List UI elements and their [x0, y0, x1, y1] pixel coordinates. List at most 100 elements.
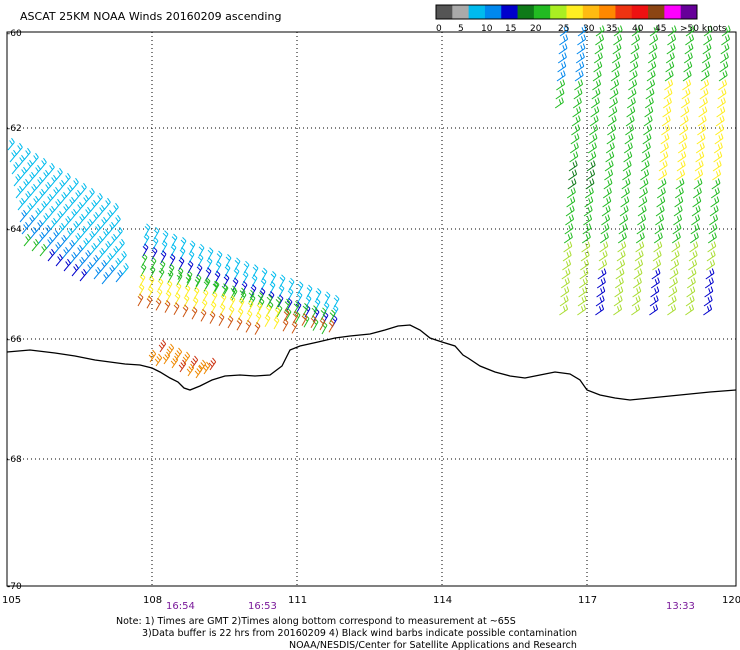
- wind-barb: [154, 353, 163, 367]
- wind-barb: [678, 133, 688, 145]
- wind-barb: [53, 241, 61, 255]
- wind-barb: [605, 151, 615, 163]
- wind-barb: [146, 295, 153, 309]
- wind-barb: [166, 343, 175, 357]
- wind-barb: [93, 223, 101, 237]
- wind-barb: [599, 241, 609, 253]
- wind-barb: [581, 241, 591, 253]
- wind-barb: [604, 160, 614, 172]
- lon-label: 120: [722, 595, 740, 606]
- wind-barb: [87, 230, 95, 244]
- wind-barb: [200, 308, 207, 322]
- coastline: [6, 324, 737, 401]
- wind-barb: [603, 178, 613, 190]
- wind-barb: [614, 277, 624, 289]
- wind-barb: [11, 161, 19, 175]
- wind-barb: [115, 269, 123, 283]
- wind-barb: [560, 277, 570, 289]
- wind-barb: [588, 133, 598, 145]
- wind-barb: [710, 196, 720, 208]
- footnotes: Note: 1) Times are GMT 2)Times along bot…: [116, 616, 577, 650]
- wind-barb: [75, 244, 83, 258]
- wind-barb: [53, 198, 61, 212]
- wind-barb: [596, 277, 606, 289]
- footnote-line-3: NOAA/NESDIS/Center for Satellite Applica…: [289, 640, 577, 650]
- wind-barb: [656, 196, 666, 208]
- wind-barb: [667, 25, 677, 37]
- wind-barb: [676, 160, 686, 172]
- wind-barb: [582, 223, 592, 235]
- wind-barb: [700, 79, 710, 91]
- wind-barb: [650, 277, 660, 289]
- wind-barb: [703, 295, 713, 307]
- wind-barb: [91, 254, 99, 268]
- wind-barb: [613, 304, 623, 316]
- wind-barb: [623, 151, 633, 163]
- wind-barb: [616, 250, 626, 262]
- wind-barb: [85, 261, 93, 275]
- legend-label: 35: [606, 24, 617, 34]
- wind-barb: [75, 201, 83, 215]
- wind-barb: [236, 317, 243, 331]
- wind-barb: [579, 268, 589, 280]
- wind-barb: [686, 277, 696, 289]
- wind-barb: [559, 34, 569, 46]
- wind-barb: [105, 252, 113, 266]
- wind-barb: [37, 231, 45, 245]
- wind-barb: [583, 214, 593, 226]
- wind-barb: [586, 160, 596, 172]
- wind-barb: [646, 79, 656, 91]
- legend-label: 0: [436, 24, 442, 34]
- wind-barb: [584, 196, 594, 208]
- wind-barb: [638, 196, 648, 208]
- wind-barb: [593, 52, 603, 64]
- wind-barb: [677, 151, 687, 163]
- wind-barb: [626, 97, 636, 109]
- wind-barb: [703, 25, 713, 37]
- wind-barb: [693, 178, 703, 190]
- wind-barb: [581, 232, 591, 244]
- wind-barb: [113, 214, 121, 228]
- wind-barb: [640, 169, 650, 181]
- legend-swatch: [631, 5, 649, 19]
- wind-barb: [33, 164, 41, 178]
- wind-barb: [619, 205, 629, 217]
- wind-barb: [625, 115, 635, 127]
- wind-barb: [665, 52, 675, 64]
- wind-barb: [592, 70, 602, 82]
- wind-barb: [63, 172, 71, 186]
- wind-barb: [606, 133, 616, 145]
- wind-barb: [589, 124, 599, 136]
- wind-barb: [565, 205, 575, 217]
- wind-barb: [683, 61, 693, 73]
- graticule: [7, 32, 736, 586]
- lat-label: -68: [7, 455, 22, 465]
- wind-barb: [39, 200, 47, 214]
- legend-swatch: [517, 5, 535, 19]
- wind-barb: [575, 52, 585, 64]
- wind-barb: [702, 43, 712, 55]
- wind-barb: [117, 238, 125, 252]
- pass-time-label: 16:53: [248, 601, 277, 612]
- wind-barb: [685, 34, 695, 46]
- legend-border: [435, 4, 698, 20]
- wind-barb: [671, 241, 681, 253]
- wind-barb: [701, 61, 711, 73]
- wind-barb: [182, 304, 189, 318]
- wind-barb: [148, 349, 157, 363]
- wind-barb: [115, 226, 123, 240]
- wind-barb: [43, 224, 51, 238]
- wind-barb: [625, 124, 635, 136]
- wind-barb: [692, 196, 702, 208]
- legend-label: >50 knots: [680, 24, 727, 34]
- wind-barb: [647, 61, 657, 73]
- wind-barb: [595, 295, 605, 307]
- wind-barb: [73, 232, 81, 246]
- wind-barb: [89, 242, 97, 256]
- wind-barb: [27, 171, 35, 185]
- lat-label: -64: [7, 225, 22, 235]
- wind-barb: [291, 320, 298, 334]
- wind-barb: [35, 219, 43, 233]
- wind-barb: [560, 286, 570, 298]
- wind-barb: [245, 319, 252, 333]
